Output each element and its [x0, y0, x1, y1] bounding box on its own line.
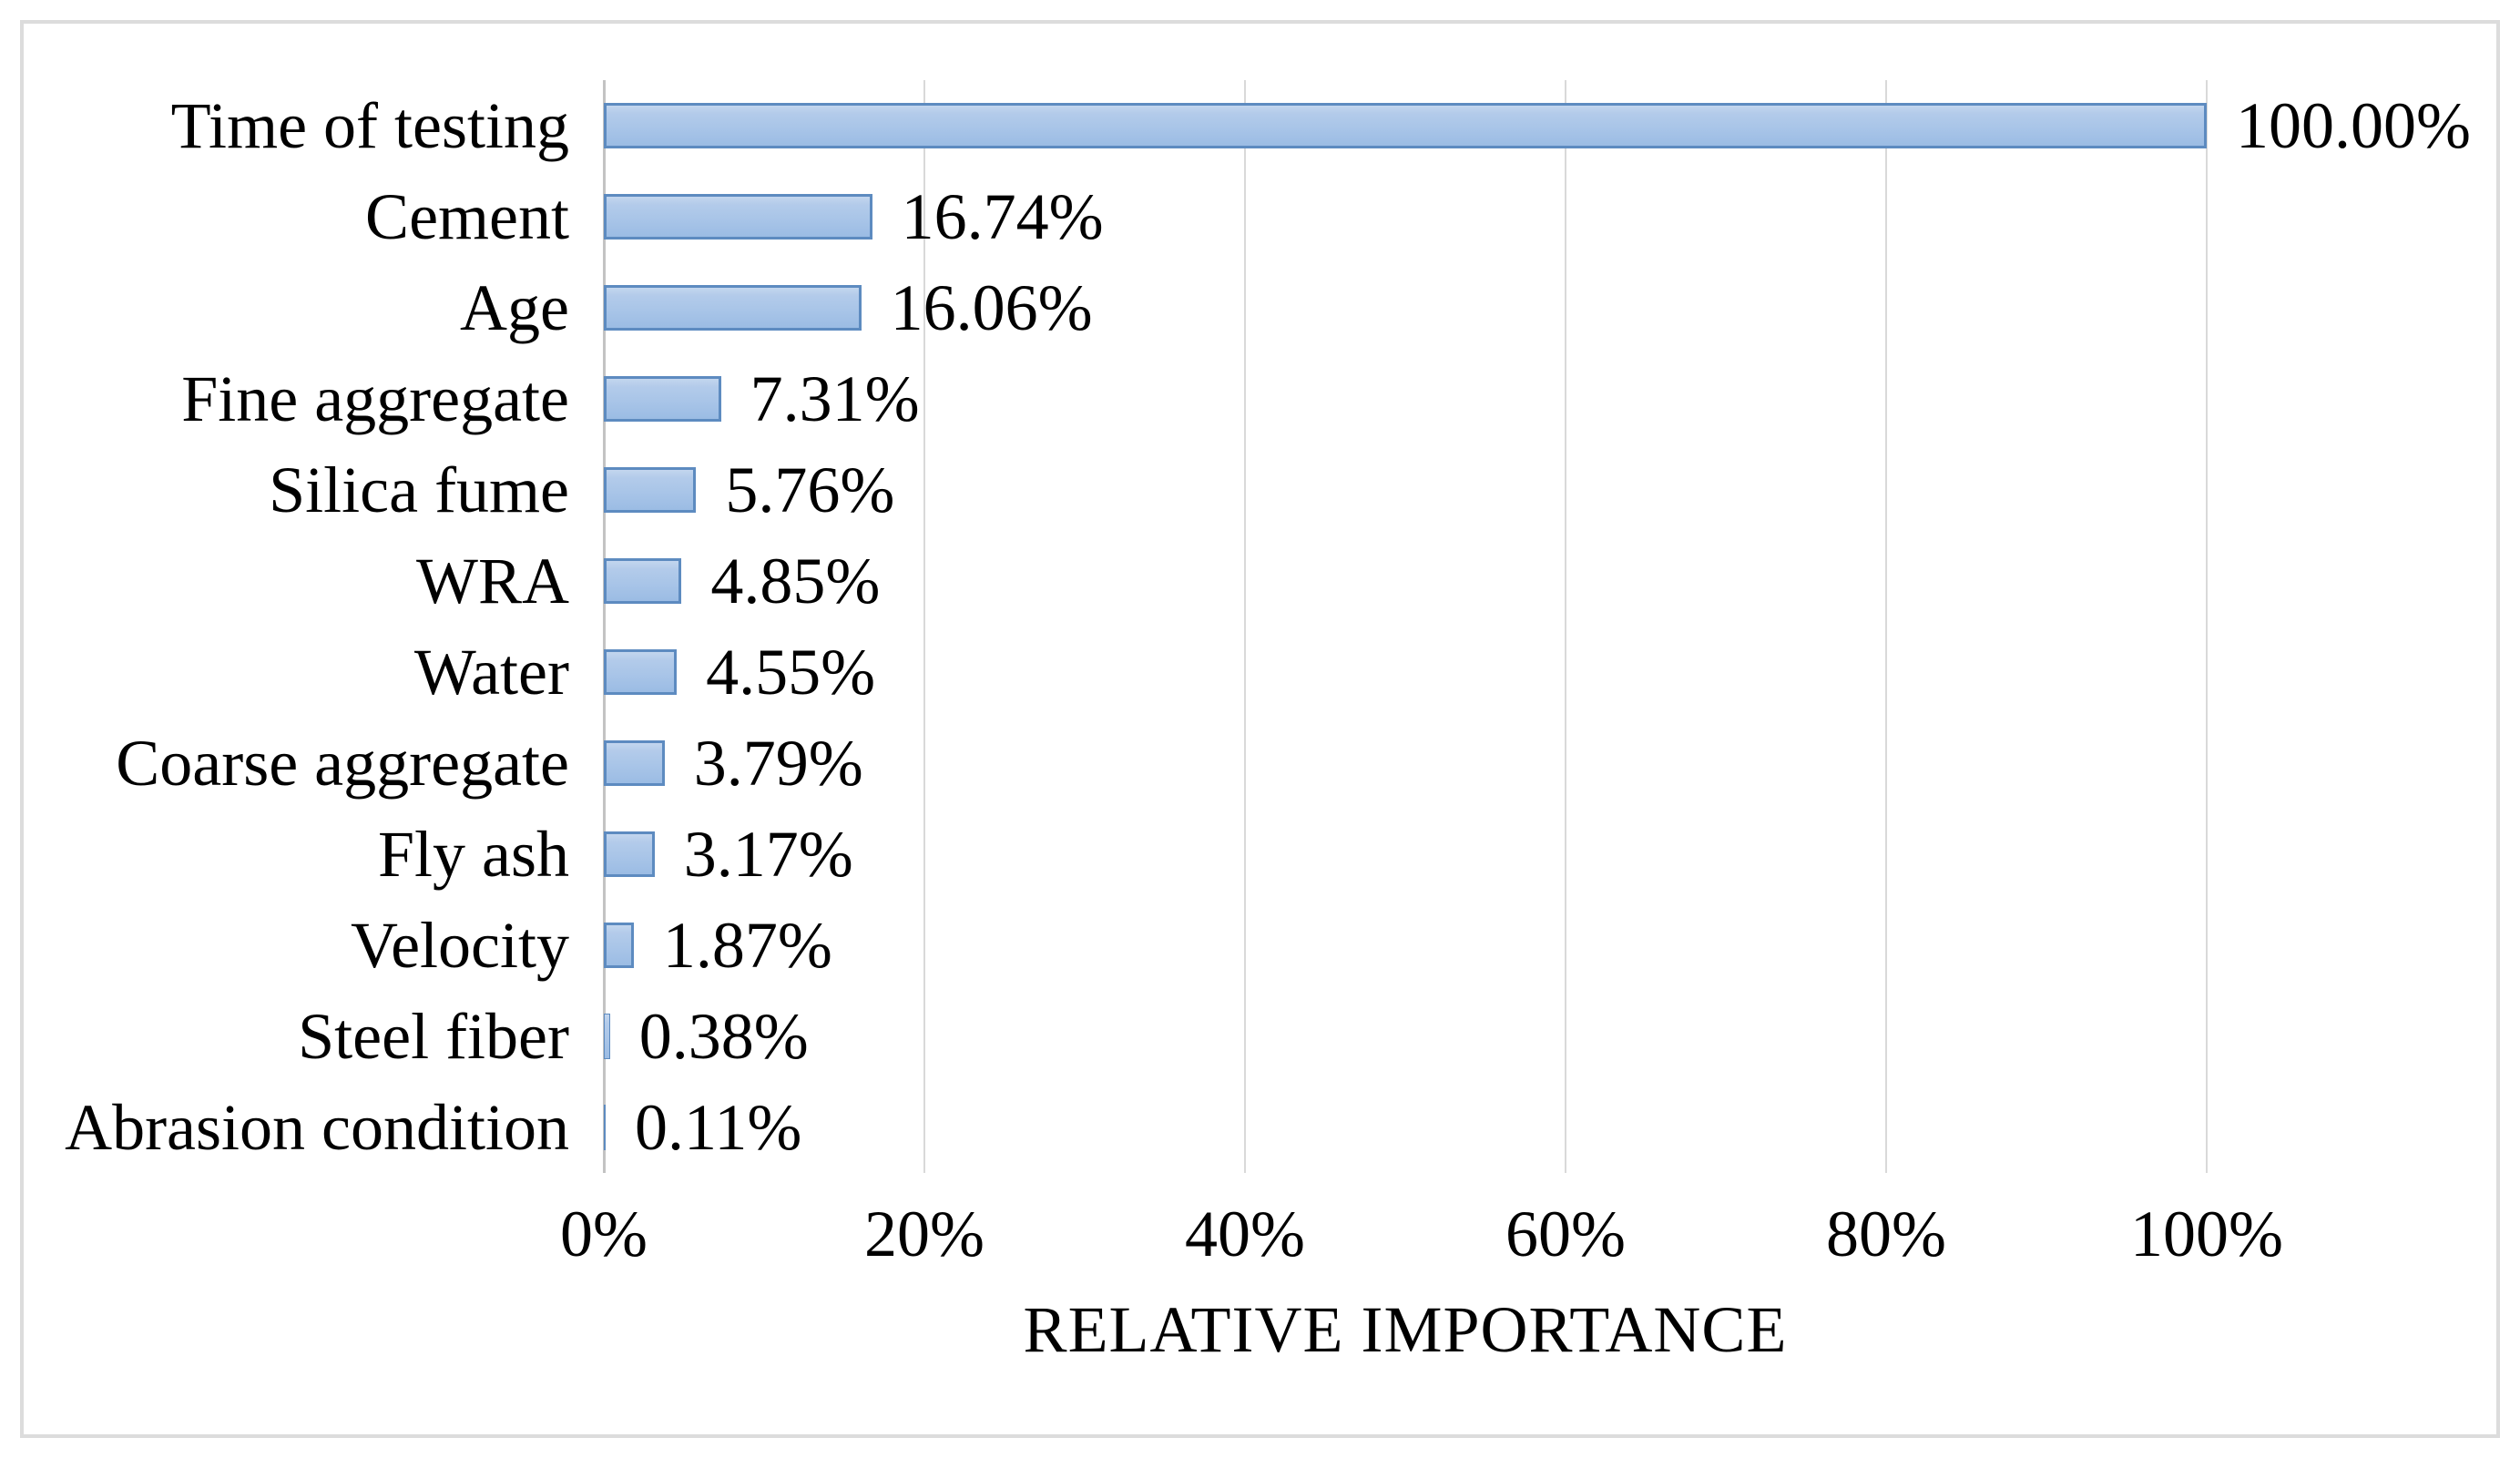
bar-row: 0.38%: [604, 991, 2207, 1082]
category-label: Fly ash: [377, 818, 569, 891]
bar: [604, 194, 872, 240]
bar-row: 1.87%: [604, 900, 2207, 991]
category-label: Abrasion condition: [65, 1091, 569, 1164]
category-label: WRA: [416, 545, 569, 617]
category-label: Water: [413, 636, 569, 709]
bar-row: 3.17%: [604, 809, 2207, 900]
x-axis-title: RELATIVE IMPORTANCE: [1023, 1293, 1788, 1366]
plot-area: 100.00% 16.74% 16.06% 7.31% 5.76% 4.85% 4.55% 3…: [603, 80, 2471, 1173]
value-label: 100.00%: [2236, 89, 2471, 162]
category-label: Fine aggregate: [181, 362, 569, 435]
bar: [604, 649, 678, 695]
value-label: 0.38%: [638, 1000, 809, 1073]
gridline: [2206, 80, 2208, 1173]
gridline: [923, 80, 925, 1173]
category-label: Silica fume: [269, 454, 569, 526]
gridline: [1885, 80, 1887, 1173]
category-label: Cement: [365, 180, 569, 253]
gridline: [1565, 80, 1566, 1173]
value-label: 3.17%: [683, 818, 853, 891]
bar-row: 7.31%: [604, 353, 2207, 444]
bar-row: 16.74%: [604, 171, 2207, 262]
bar: [604, 831, 655, 877]
category-label: Steel fiber: [298, 1000, 569, 1073]
x-tick-label: 80%: [1826, 1198, 1946, 1270]
x-tick-label: 0%: [560, 1198, 648, 1270]
category-label: Velocity: [351, 909, 569, 982]
x-tick-label: 40%: [1185, 1198, 1305, 1270]
bar: [604, 1105, 606, 1150]
bar-row: 4.85%: [604, 535, 2207, 627]
x-tick-label: 20%: [864, 1198, 985, 1270]
value-label: 4.85%: [710, 545, 881, 617]
bar-row: 5.76%: [604, 444, 2207, 535]
x-tick-label: 60%: [1505, 1198, 1626, 1270]
value-label: 16.74%: [901, 180, 1104, 253]
value-label: 4.55%: [706, 636, 876, 709]
value-label: 16.06%: [890, 271, 1093, 344]
value-label: 3.79%: [693, 727, 863, 800]
bar-row: 100.00%: [604, 80, 2471, 171]
bar: [604, 467, 697, 513]
bar-row: 4.55%: [604, 627, 2207, 718]
bar: [604, 376, 721, 422]
bar-row: 0.11%: [604, 1082, 2207, 1173]
category-label: Age: [460, 271, 569, 344]
bar: [604, 103, 2207, 148]
bar: [604, 1014, 610, 1059]
bar: [604, 558, 682, 604]
x-tick-label: 100%: [2130, 1198, 2283, 1270]
value-label: 0.11%: [635, 1091, 802, 1164]
value-label: 7.31%: [750, 362, 920, 435]
bar: [604, 285, 862, 331]
category-label: Time of testing: [170, 89, 569, 162]
value-label: 5.76%: [725, 454, 895, 526]
bar: [604, 923, 634, 968]
y-axis-line: [603, 80, 606, 1173]
figure-border: [20, 20, 2500, 1438]
y-axis-category-labels: Time of testing Cement Age Fine aggregate Si…: [24, 80, 569, 1173]
bar: [604, 740, 665, 786]
value-label: 1.87%: [662, 909, 832, 982]
bar-row: 3.79%: [604, 718, 2207, 809]
bar-row: 16.06%: [604, 262, 2207, 353]
gridline: [1244, 80, 1246, 1173]
category-label: Coarse aggregate: [116, 727, 569, 800]
